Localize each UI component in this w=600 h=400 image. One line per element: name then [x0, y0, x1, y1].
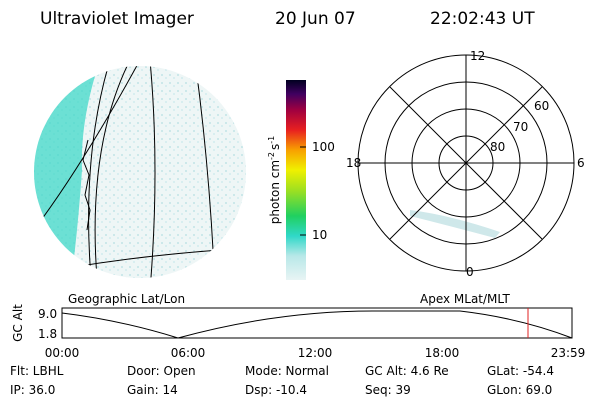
time: 22:02:43 UT: [430, 9, 535, 29]
cb-label: photon cm-2 s-1: [267, 136, 282, 225]
alt-ytick: 9.0: [38, 307, 57, 321]
status-field: GC Alt: 4.6 Re: [365, 364, 449, 378]
alt-ytick: 1.8: [38, 327, 57, 341]
mlt-label: 6: [577, 156, 585, 170]
mlt-label: 18: [346, 156, 361, 170]
altitude-curve: [61, 310, 573, 339]
status-field: Flt: LBHL: [10, 364, 64, 378]
polar-plot: [357, 54, 575, 272]
status-field: Gain: 14: [127, 383, 178, 397]
lat-label: 60: [534, 99, 549, 113]
lat-label: 80: [490, 140, 505, 154]
cb-tick-label: 10: [312, 228, 327, 242]
alt-xtick: 18:00: [425, 346, 460, 360]
status-field: Dsp: -10.4: [245, 383, 307, 397]
altitude-plot: [61, 307, 573, 339]
cb-label-part: s: [268, 144, 282, 150]
alt-xtick: 12:00: [298, 346, 333, 360]
panel-label: Apex MLat/MLT: [420, 292, 510, 306]
cb-tick-label: 100: [312, 140, 335, 154]
cb-label-part: -2: [267, 152, 276, 160]
alt-xtick: 06:00: [171, 346, 206, 360]
date: 20 Jun 07: [275, 9, 356, 29]
cb-label-part: -1: [267, 136, 276, 144]
status-field: Seq: 39: [365, 383, 411, 397]
status-field: Door: Open: [127, 364, 196, 378]
alt-xtick: 23:59: [551, 346, 586, 360]
colorbar: [286, 80, 306, 280]
alt-xtick: 00:00: [45, 346, 80, 360]
lat-label: 70: [513, 120, 528, 134]
status-field: GLat: -54.4: [487, 364, 554, 378]
status-field: IP: 36.0: [10, 383, 55, 397]
panel-label: Geographic Lat/Lon: [68, 292, 185, 306]
mlt-label: 12: [470, 49, 485, 63]
status-field: Mode: Normal: [245, 364, 329, 378]
geographic-image: [34, 66, 246, 278]
mlt-label: 0: [466, 265, 474, 279]
cb-label-part: photon cm: [268, 160, 282, 224]
status-field: GLon: 69.0: [487, 383, 552, 397]
alt-ylabel: GC Alt: [11, 304, 25, 342]
title: Ultraviolet Imager: [40, 9, 194, 29]
